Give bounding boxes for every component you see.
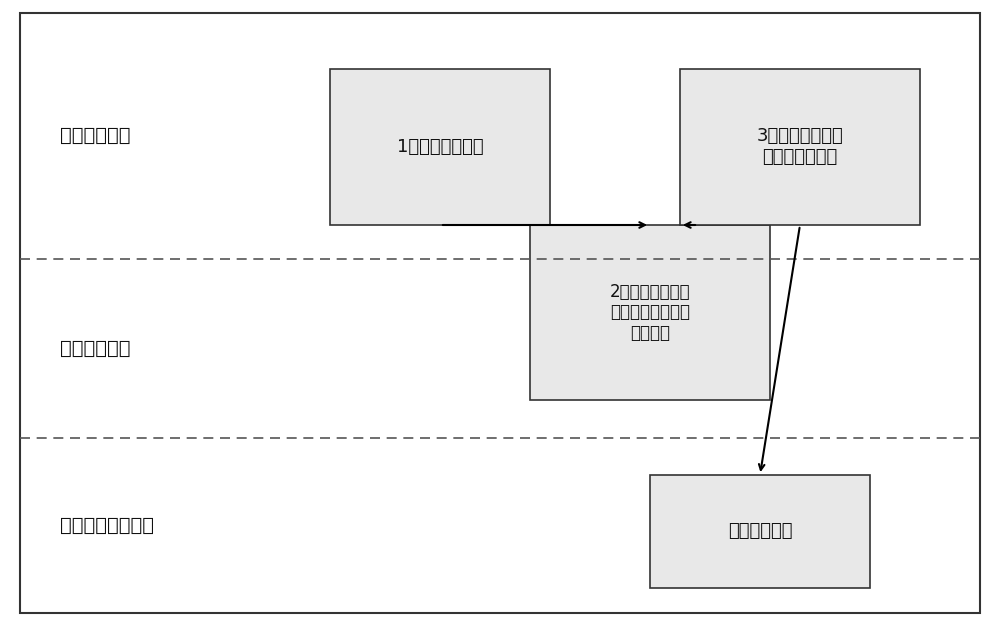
- Text: 2、重定向用户请
求至最佳本地缓存
服务模块: 2、重定向用户请 求至最佳本地缓存 服务模块: [610, 282, 690, 342]
- FancyBboxPatch shape: [530, 225, 770, 400]
- FancyBboxPatch shape: [680, 69, 920, 225]
- Text: 资源定向模块: 资源定向模块: [60, 339, 130, 358]
- FancyBboxPatch shape: [20, 12, 980, 612]
- Text: 3、基于重定向结
果发出资源请求: 3、基于重定向结 果发出资源请求: [757, 127, 843, 166]
- Text: 本地缓存服务模块: 本地缓存服务模块: [60, 516, 154, 534]
- FancyBboxPatch shape: [650, 475, 870, 588]
- FancyBboxPatch shape: [330, 69, 550, 225]
- Text: 用户终端模块: 用户终端模块: [60, 126, 130, 146]
- Text: 1、发出资源请求: 1、发出资源请求: [397, 138, 483, 156]
- Text: 收到资源请求: 收到资源请求: [728, 522, 792, 540]
